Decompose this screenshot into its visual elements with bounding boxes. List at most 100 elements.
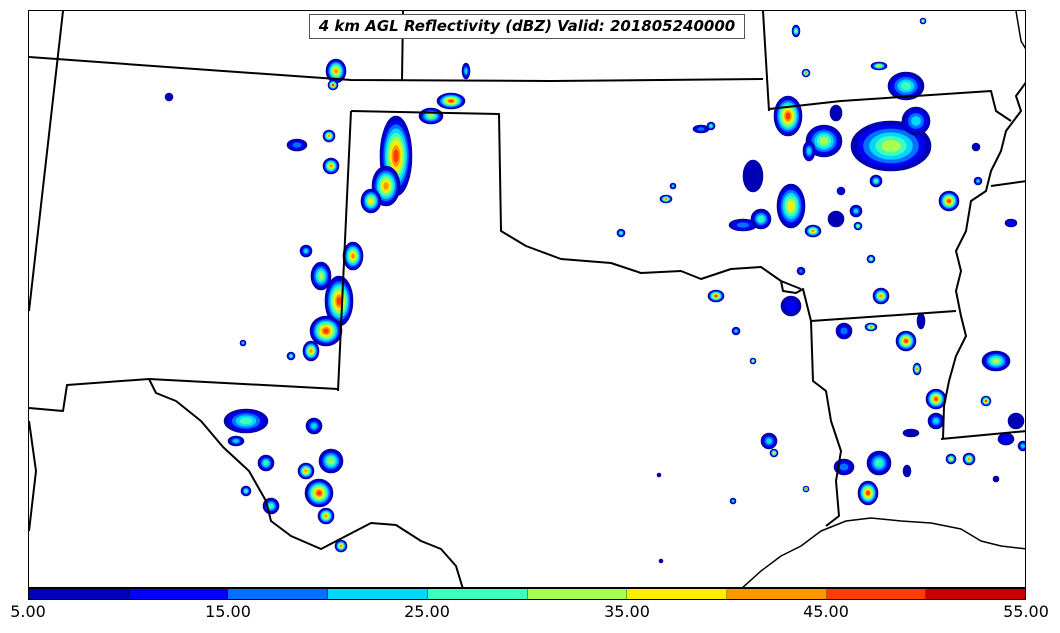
boundary-nm-tx-south: [148, 378, 339, 390]
colorbar-segment: [926, 589, 1026, 599]
echo-cell: [327, 79, 339, 91]
colorbar: [28, 588, 1026, 600]
map-canvas: [29, 11, 1025, 587]
echo-cell: [901, 106, 931, 136]
echo-cell: [334, 539, 348, 553]
echo-cell: [223, 408, 269, 434]
boundary-az-mexico: [29, 378, 150, 412]
echo-cell: [360, 188, 382, 214]
echo-cell: [309, 315, 343, 347]
state-boundaries: [29, 11, 1025, 587]
map-panel: [28, 10, 1026, 588]
boundary-nm-tx: [350, 110, 802, 290]
echo-cell: [659, 194, 673, 204]
echo-cell: [912, 362, 922, 376]
echo-cell: [310, 261, 332, 291]
colorbar-segment: [29, 589, 129, 599]
echo-cell: [227, 435, 245, 447]
echo-cell: [980, 395, 992, 407]
echo-cell: [342, 241, 364, 271]
boundary-co-wy-ne: [29, 56, 764, 82]
echo-cell: [325, 58, 347, 84]
colorbar-segment: [627, 589, 727, 599]
echo-cell: [887, 71, 925, 101]
echo-cell: [304, 478, 334, 508]
echo-cell: [902, 428, 920, 438]
echo-cell: [902, 464, 912, 478]
colorbar-tick-label: 55.00: [1003, 602, 1049, 621]
echo-cell: [297, 462, 315, 480]
echo-cell: [658, 558, 664, 564]
boundary-mexico-west: [29, 420, 37, 532]
echo-cell: [773, 95, 803, 137]
echo-cell: [945, 453, 957, 465]
echo-cell: [1004, 218, 1018, 228]
echo-cell: [802, 140, 816, 162]
boundary-ks-mo: [762, 11, 770, 112]
boundary-rio-grande: [148, 378, 464, 587]
echo-cell: [299, 244, 313, 258]
echo-cell: [322, 157, 340, 175]
echo-cell: [749, 357, 757, 365]
echo-cell: [286, 138, 308, 152]
echo-cell: [836, 186, 846, 196]
echo-cell: [780, 295, 802, 317]
echo-cell: [656, 472, 662, 478]
echo-cell: [322, 129, 336, 143]
echo-cell: [1007, 412, 1025, 430]
boundary-la-ms: [940, 430, 1025, 440]
echo-cell: [857, 480, 879, 506]
boundary-ut-az: [29, 11, 64, 312]
boundary-ia-il: [1015, 11, 1025, 50]
echo-cell: [729, 497, 737, 505]
echo-cell: [981, 350, 1011, 372]
echo-cell: [804, 224, 822, 238]
colorbar-segment: [328, 589, 428, 599]
echo-cell: [866, 254, 876, 264]
echo-cell: [692, 124, 710, 134]
echo-cell: [805, 124, 843, 158]
echo-cell: [801, 68, 811, 78]
colorbar-tick-label: 15.00: [205, 602, 251, 621]
echo-cell: [776, 183, 806, 229]
boundary-mo-ar: [768, 90, 1012, 122]
colorbar-tick-label: 25.00: [404, 602, 450, 621]
echo-cell: [927, 412, 945, 430]
colorbar-tick-label: 5.00: [10, 602, 46, 621]
echo-cell: [731, 326, 741, 336]
echo-cell: [992, 475, 1000, 483]
echo-cell: [973, 176, 983, 186]
echo-cell: [318, 448, 344, 474]
gulf-coast: [742, 517, 1025, 587]
colorbar-segment: [427, 589, 528, 599]
map-title: 4 km AGL Reflectivity (dBZ) Valid: 20180…: [309, 14, 745, 39]
echo-cell: [925, 388, 947, 410]
mississippi-river: [942, 82, 1025, 440]
echo-cell: [872, 287, 890, 305]
echo-cell: [835, 322, 853, 340]
echo-cell: [827, 210, 845, 228]
boundary-ar-la: [780, 280, 842, 527]
echo-cell: [850, 120, 932, 172]
colorbar-segment: [726, 589, 827, 599]
echo-cell: [317, 507, 335, 525]
echo-cell: [802, 485, 810, 493]
echo-cell: [791, 24, 801, 38]
echo-cell: [1017, 440, 1025, 452]
echo-cell: [461, 62, 471, 80]
echo-cell: [305, 417, 323, 435]
echo-cell: [616, 228, 626, 238]
echo-cell: [164, 92, 174, 102]
echo-cell: [971, 142, 981, 152]
colorbar-segment: [228, 589, 329, 599]
echo-cell: [324, 275, 354, 327]
echo-cell: [997, 432, 1015, 446]
echo-cell: [418, 107, 444, 125]
echo-cell: [239, 339, 247, 347]
echo-cell: [760, 432, 778, 450]
echo-cell: [870, 61, 888, 71]
echo-cell: [829, 104, 843, 122]
echo-cell: [962, 452, 976, 466]
boundary-nm-east: [337, 110, 352, 392]
reflectivity-layer: [164, 17, 1025, 564]
